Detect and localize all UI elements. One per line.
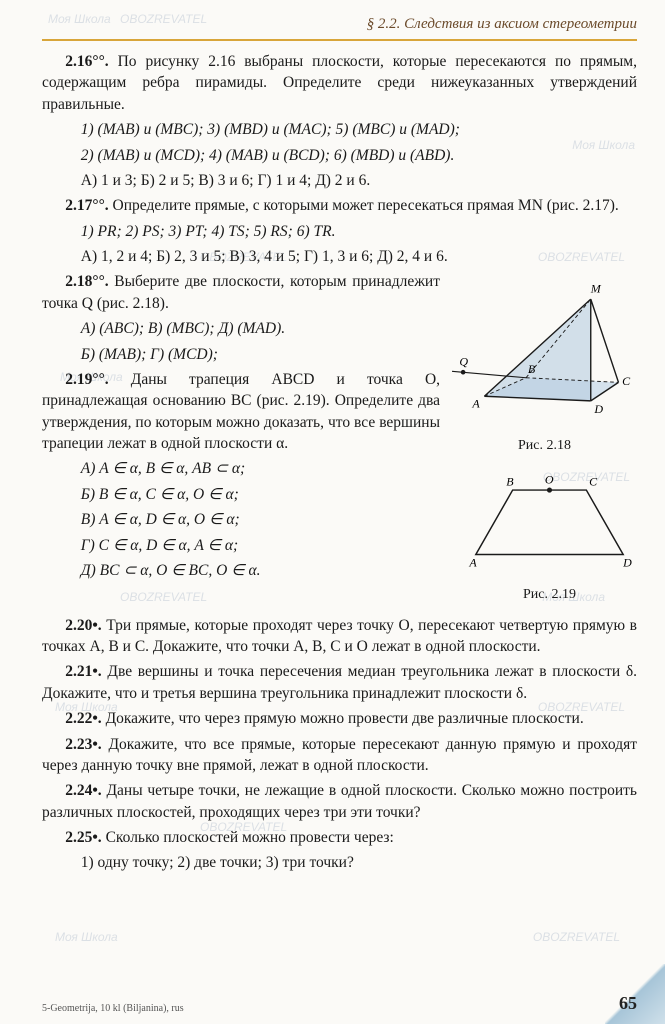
pyramid-diagram: Q M A B C D <box>452 275 637 425</box>
task-number: 2.25•. <box>65 829 101 846</box>
figure-2-18: Q M A B C D Рис. 2.18 <box>452 275 637 455</box>
task-text: Докажите, что через прямую можно провест… <box>106 710 584 727</box>
task-2-16-options-row2: 2) (MAB) и (MCD); 4) (MAB) и (BCD); 6) (… <box>42 145 637 166</box>
label-D: D <box>622 556 632 570</box>
watermark: Моя Школа <box>55 930 118 944</box>
trapezoid-diagram: A B O C D <box>462 465 637 575</box>
task-text: Две вершины и точка пересечения медиан т… <box>42 663 637 701</box>
task-number: 2.19°°. <box>65 371 108 388</box>
watermark: OBOZREVATEL <box>533 930 620 944</box>
task-2-25: 2.25•. Сколько плоскостей можно провести… <box>42 827 637 848</box>
task-text: По рисунку 2.16 выбраны плоскости, котор… <box>42 53 637 113</box>
task-number: 2.21•. <box>65 663 101 680</box>
label-A: A <box>468 556 477 570</box>
label-C: C <box>589 474 598 488</box>
label-Q: Q <box>459 355 468 369</box>
label-A: A <box>471 397 480 411</box>
task-number: 2.20•. <box>65 617 101 634</box>
task-2-16-answers: А) 1 и 3; Б) 2 и 5; В) 3 и 6; Г) 1 и 4; … <box>42 170 637 191</box>
label-C: C <box>622 375 631 389</box>
label-M: M <box>590 282 602 296</box>
task-number: 2.22•. <box>65 710 101 727</box>
task-text: Сколько плоскостей можно провести через: <box>106 829 394 846</box>
task-2-22: 2.22•. Докажите, что через прямую можно … <box>42 708 637 729</box>
task-2-21: 2.21•. Две вершины и точка пересечения м… <box>42 661 637 704</box>
task-2-20: 2.20•. Три прямые, которые проходят чере… <box>42 615 637 658</box>
section-header: § 2.2. Следствия из аксиом стереометрии <box>42 12 637 41</box>
task-number: 2.16°°. <box>65 53 108 70</box>
page-footer: 5-Geometrija, 10 kl (Biljanina), rus 65 <box>42 993 637 1014</box>
content: 2.16°°. По рисунку 2.16 выбраны плоскост… <box>42 51 637 874</box>
label-D: D <box>593 402 603 416</box>
figure-2-19: A B O C D Рис. 2.19 <box>462 465 637 605</box>
task-2-16-options-row1: 1) (MAB) и (MBC); 3) (MBD) и (MAC); 5) (… <box>42 119 637 140</box>
label-O: O <box>545 473 554 487</box>
task-text: Три прямые, которые проходят через точку… <box>42 617 637 655</box>
task-2-17-options: 1) PR; 2) PS; 3) PT; 4) TS; 5) RS; 6) TR… <box>42 221 637 242</box>
task-number: 2.23•. <box>65 736 101 753</box>
task-text: Определите прямые, с которыми может пере… <box>113 197 619 214</box>
task-number: 2.24•. <box>65 782 101 799</box>
label-B: B <box>528 363 536 377</box>
task-2-23: 2.23•. Докажите, что все прямые, которые… <box>42 734 637 777</box>
page-number: 65 <box>619 993 637 1014</box>
task-text: Докажите, что все прямые, которые пересе… <box>42 736 637 774</box>
page: Моя Школа OBOZREVATEL Моя Школа OBOZREVA… <box>0 0 665 1024</box>
task-2-24: 2.24•. Даны четыре точки, не лежащие в о… <box>42 780 637 823</box>
label-B: B <box>506 474 514 488</box>
print-signature: 5-Geometrija, 10 kl (Biljanina), rus <box>42 1003 184 1014</box>
task-text: Даны четыре точки, не лежащие в одной пл… <box>42 782 637 820</box>
task-2-16: 2.16°°. По рисунку 2.16 выбраны плоскост… <box>42 51 637 115</box>
figure-caption: Рис. 2.18 <box>452 436 637 455</box>
task-2-25-options: 1) одну точку; 2) две точки; 3) три точк… <box>42 852 637 873</box>
task-2-17: 2.17°°. Определите прямые, с которыми мо… <box>42 195 637 216</box>
task-2-17-answers: А) 1, 2 и 4; Б) 2, 3 и 5; В) 3, 4 и 5; Г… <box>42 246 637 267</box>
task-number: 2.17°°. <box>65 197 108 214</box>
figure-caption: Рис. 2.19 <box>462 585 637 604</box>
task-number: 2.18°°. <box>65 273 108 290</box>
